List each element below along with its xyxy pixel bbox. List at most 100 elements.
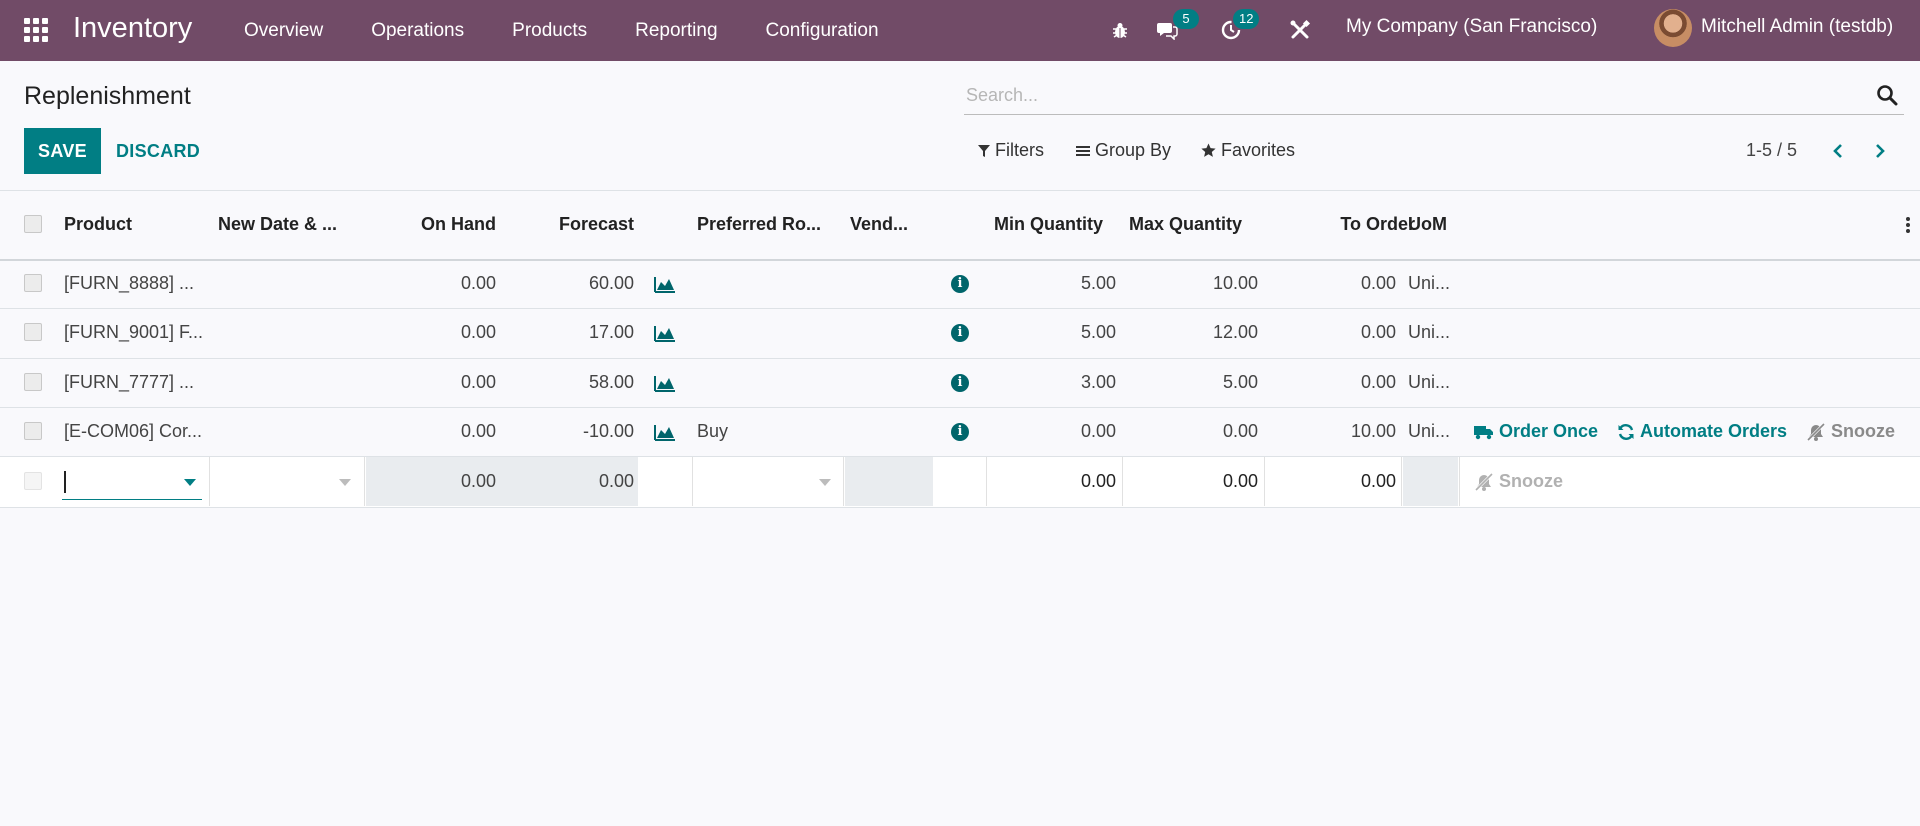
cell-preferred-route[interactable]: Buy: [697, 421, 729, 441]
cell-max-quantity[interactable]: 10.00: [1212, 273, 1258, 293]
cell-forecast: 60.00: [588, 273, 634, 293]
cell-max-quantity[interactable]: 12.00: [1212, 322, 1258, 342]
messages-icon[interactable]: [1152, 15, 1182, 45]
pager-next-button[interactable]: [1867, 138, 1893, 164]
debug-bug-icon[interactable]: [1105, 15, 1135, 45]
info-icon[interactable]: i: [951, 423, 969, 441]
col-product[interactable]: Product: [64, 214, 133, 234]
cell-preferred-route[interactable]: [697, 358, 825, 407]
favorites-button[interactable]: Favorites: [1201, 140, 1295, 161]
col-to-order[interactable]: To Order: [1340, 214, 1415, 234]
forecast-chart-icon[interactable]: [654, 423, 676, 441]
new-record-row[interactable]: 0.00 0.00 0.00 0.00 0.00 Snooze: [0, 457, 1920, 507]
route-dropdown-caret-icon[interactable]: [819, 479, 831, 486]
route-selector[interactable]: [692, 457, 844, 506]
row-checkbox[interactable]: [24, 274, 42, 292]
forecast-chart-icon[interactable]: [654, 275, 676, 293]
cell-min-quantity[interactable]: 3.00: [1080, 372, 1116, 392]
groupby-button[interactable]: Group By: [1076, 140, 1171, 161]
col-uom[interactable]: UoM: [1408, 214, 1447, 234]
bars-icon: [1076, 145, 1090, 156]
menu-operations[interactable]: Operations: [371, 19, 465, 41]
top-navbar: Inventory Overview Operations Products R…: [0, 0, 1920, 61]
to-order-input[interactable]: 0.00: [1266, 457, 1402, 506]
info-icon[interactable]: i: [951, 374, 969, 392]
edit-actions: Snooze: [1459, 457, 1920, 506]
menu-configuration[interactable]: Configuration: [765, 19, 879, 41]
date-dropdown-caret-icon[interactable]: [339, 479, 351, 486]
cell-uom[interactable]: Uni...: [1408, 273, 1451, 293]
max-quantity-input[interactable]: 0.00: [1124, 457, 1265, 506]
cell-product[interactable]: [E-COM06] Cor...: [64, 421, 203, 441]
save-button[interactable]: SAVE: [24, 128, 101, 174]
cell-on-hand: 0.00: [460, 372, 496, 392]
menu-reporting[interactable]: Reporting: [635, 19, 718, 41]
cell-uom[interactable]: Uni...: [1408, 322, 1451, 342]
cell-uom[interactable]: Uni...: [1408, 421, 1451, 441]
product-selector[interactable]: [58, 457, 210, 506]
cell-to-order[interactable]: 10.00: [1350, 421, 1396, 441]
table-row[interactable]: [FURN_9001] F... 0.00 17.00 i 5.00 12.00…: [0, 308, 1920, 357]
menu-overview[interactable]: Overview: [244, 19, 324, 41]
favorites-label: Favorites: [1221, 140, 1296, 160]
user-avatar[interactable]: [1654, 9, 1692, 47]
snooze-button[interactable]: Snooze: [1806, 407, 1895, 456]
select-all-checkbox[interactable]: [24, 215, 42, 233]
col-max-quantity[interactable]: Max Quantity: [1129, 214, 1243, 234]
discard-button[interactable]: DISCARD: [116, 128, 200, 174]
activities-badge: 12: [1233, 9, 1260, 29]
info-icon[interactable]: i: [951, 275, 969, 293]
cell-uom[interactable]: Uni...: [1408, 372, 1451, 392]
table-row[interactable]: [E-COM06] Cor... 0.00 -10.00 Buy i 0.00 …: [0, 407, 1920, 456]
filters-button[interactable]: Filters: [978, 140, 1044, 161]
new-date-field[interactable]: [213, 457, 365, 506]
col-preferred-route[interactable]: Preferred Ro...: [697, 214, 822, 234]
user-menu[interactable]: Mitchell Admin (testdb): [1701, 16, 1894, 37]
cell-max-quantity[interactable]: 5.00: [1222, 372, 1258, 392]
search-icon[interactable]: [1876, 84, 1898, 106]
info-icon[interactable]: i: [951, 324, 969, 342]
forecast-chart-icon[interactable]: [654, 374, 676, 392]
tools-icon[interactable]: [1285, 15, 1315, 45]
table-row[interactable]: [FURN_8888] ... 0.00 60.00 i 5.00 10.00 …: [0, 259, 1920, 308]
activities-clock-icon[interactable]: [1216, 15, 1246, 45]
cell-product[interactable]: [FURN_8888] ...: [64, 273, 195, 293]
forecast-chart-icon[interactable]: [654, 324, 676, 342]
col-on-hand[interactable]: On Hand: [421, 214, 496, 234]
cell-min-quantity[interactable]: 5.00: [1080, 273, 1116, 293]
apps-menu-icon[interactable]: [24, 18, 48, 42]
cell-preferred-route[interactable]: [697, 308, 825, 357]
cell-min-quantity[interactable]: 5.00: [1080, 322, 1116, 342]
company-switcher[interactable]: My Company (San Francisco): [1346, 16, 1598, 37]
cell-product[interactable]: [FURN_9001] F...: [64, 322, 204, 342]
table-row[interactable]: [FURN_7777] ... 0.00 58.00 i 3.00 5.00 0…: [0, 358, 1920, 407]
order-once-button[interactable]: Order Once: [1474, 407, 1598, 456]
product-dropdown-caret-icon[interactable]: [184, 479, 196, 486]
cell-product[interactable]: [FURN_7777] ...: [64, 372, 195, 392]
cell-on-hand: 0.00: [460, 273, 496, 293]
pager-value[interactable]: 1-5 / 5: [1746, 140, 1798, 160]
cell-max-quantity[interactable]: 0.00: [1222, 421, 1258, 441]
menu-products[interactable]: Products: [512, 19, 588, 41]
cell-to-order[interactable]: 0.00: [1360, 322, 1396, 342]
row-checkbox[interactable]: [24, 323, 42, 341]
row-checkbox[interactable]: [24, 373, 42, 391]
pager-previous-button[interactable]: [1825, 138, 1851, 164]
search-input[interactable]: [966, 80, 1826, 110]
cell-preferred-route[interactable]: [697, 259, 825, 308]
cell-to-order[interactable]: 0.00: [1360, 372, 1396, 392]
col-vendor[interactable]: Vend...: [850, 214, 909, 234]
col-min-quantity[interactable]: Min Quantity: [994, 214, 1103, 234]
automate-orders-button[interactable]: Automate Orders: [1617, 407, 1787, 456]
optional-columns-icon[interactable]: [1905, 216, 1911, 234]
row-checkbox[interactable]: [24, 422, 42, 440]
col-new-date[interactable]: New Date & ...: [218, 214, 338, 234]
cell-to-order[interactable]: 0.00: [1360, 273, 1396, 293]
col-forecast[interactable]: Forecast: [558, 214, 634, 234]
snooze-button[interactable]: Snooze: [1474, 457, 1563, 506]
min-quantity-input[interactable]: 0.00: [987, 457, 1123, 506]
edit-on-hand: 0.00: [460, 471, 496, 491]
cell-min-quantity[interactable]: 0.00: [1080, 421, 1116, 441]
app-name[interactable]: Inventory: [73, 12, 193, 44]
row-checkbox[interactable]: [24, 472, 42, 490]
